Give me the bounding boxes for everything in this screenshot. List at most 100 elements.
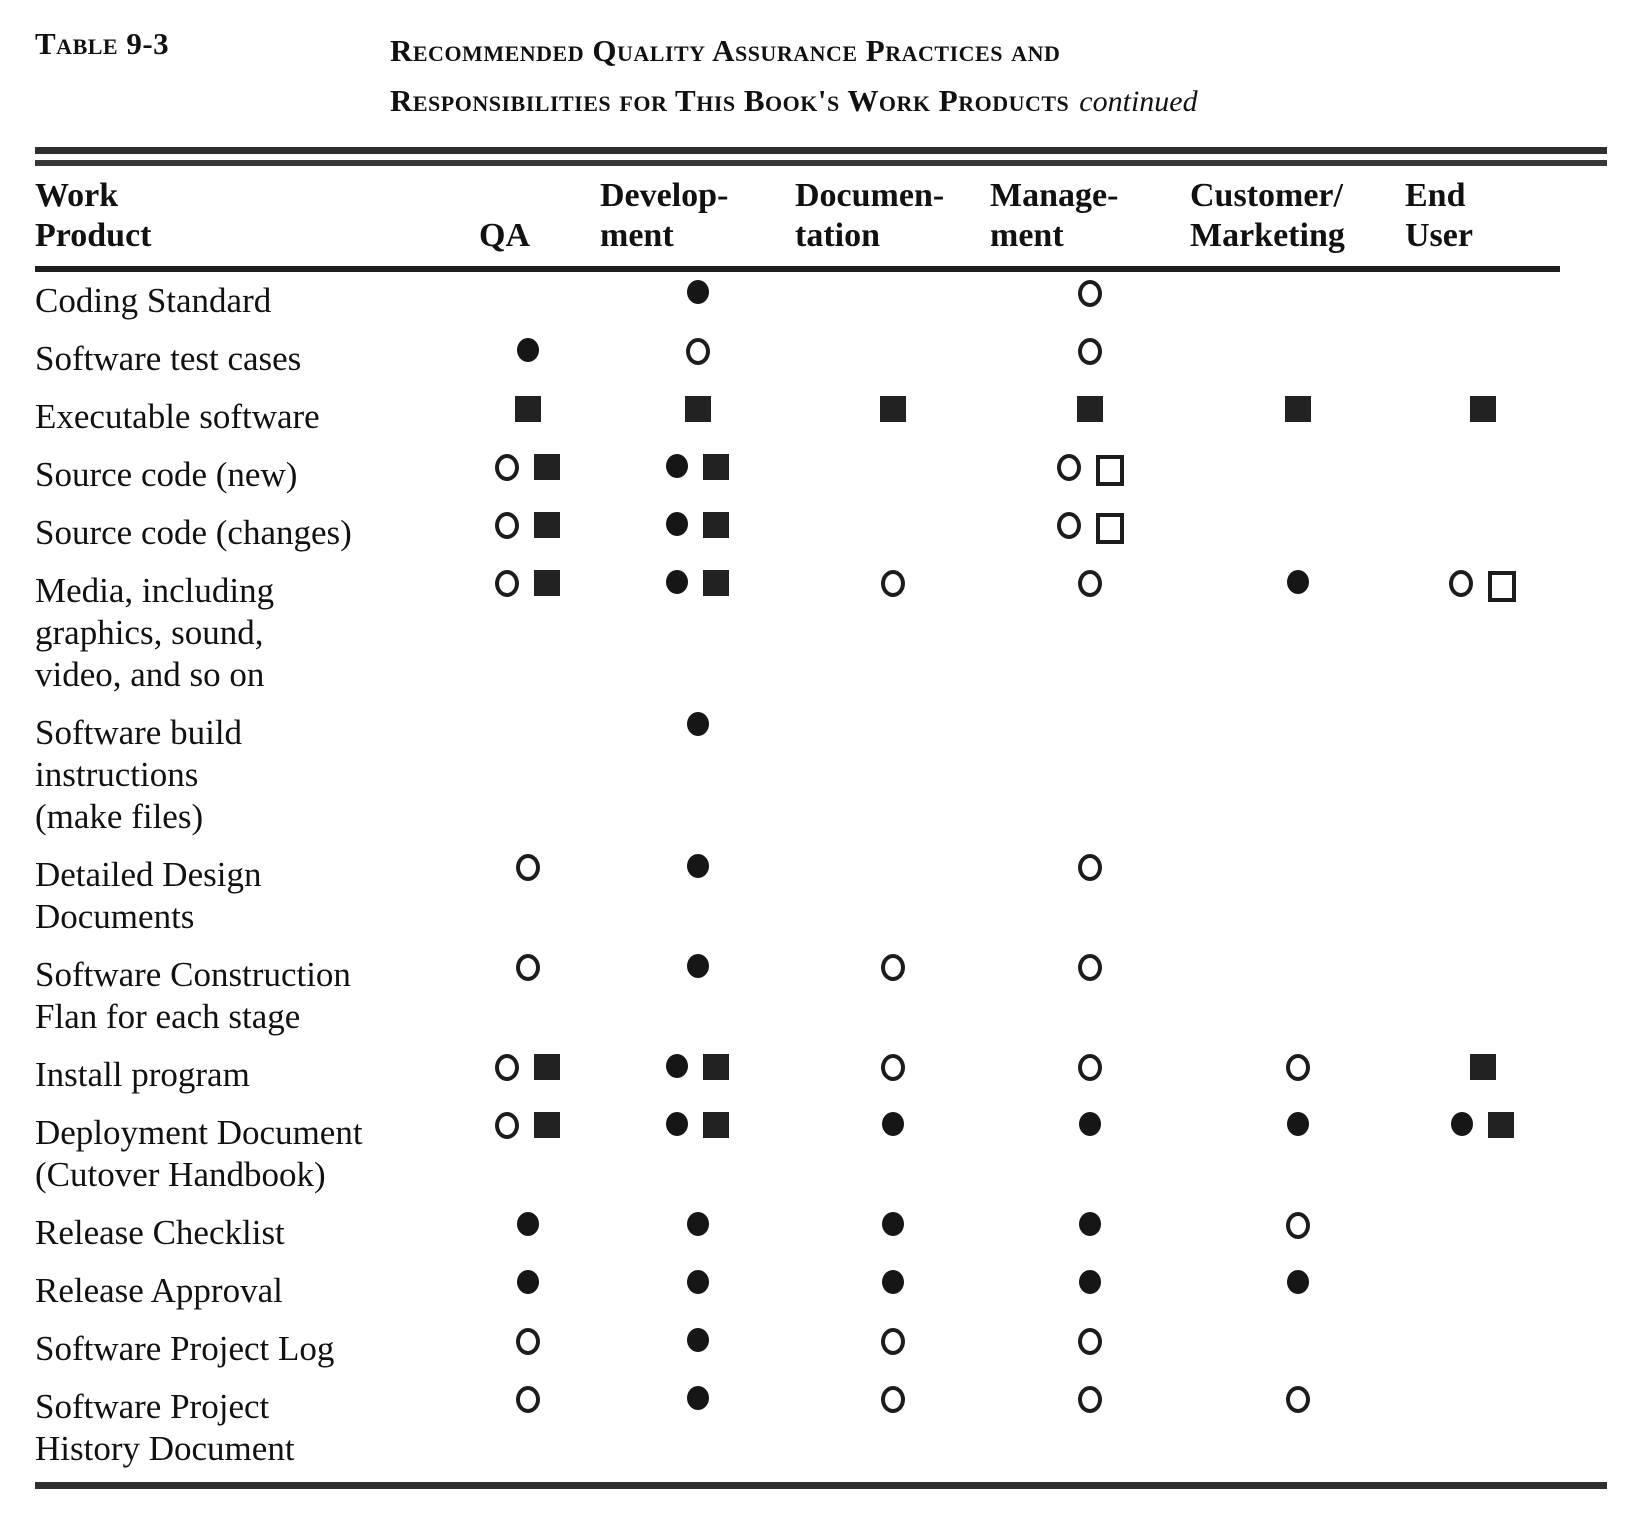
responsibility-cell-management xyxy=(990,388,1190,446)
filled-circle-symbol xyxy=(516,338,539,363)
open-square-symbol xyxy=(1095,455,1124,487)
work-product-name: Media, including graphics, sound, video,… xyxy=(35,571,275,695)
column-header-qa: QA xyxy=(455,165,600,273)
filled-circle-symbol xyxy=(881,1270,904,1295)
responsibility-cell-documentation xyxy=(795,1262,990,1320)
open-circle-symbol xyxy=(685,338,710,366)
filled-square-symbol xyxy=(534,1054,560,1081)
responsibility-cell-management xyxy=(990,946,1190,1046)
open-circle-symbol xyxy=(1285,1054,1310,1082)
responsibility-cell-documentation xyxy=(795,504,990,562)
filled-square-symbol xyxy=(1488,1112,1514,1139)
filled-circle-symbol xyxy=(1286,1270,1309,1295)
responsibility-cell-development xyxy=(600,269,795,330)
open-circle-symbol xyxy=(1285,1212,1310,1240)
responsibility-cell-management xyxy=(990,1378,1190,1478)
filled-circle-symbol xyxy=(686,280,709,305)
filled-square-symbol xyxy=(534,512,560,539)
responsibility-cell-management xyxy=(990,1320,1190,1378)
responsibility-cell-end_user xyxy=(1405,946,1560,1046)
responsibility-cell-development xyxy=(600,1378,795,1478)
responsibility-cell-qa xyxy=(455,1046,600,1104)
open-circle-symbol xyxy=(1285,1386,1310,1414)
filled-circle-symbol xyxy=(1079,1112,1101,1137)
work-product-name: Deployment Document (Cutover Handbook) xyxy=(35,1113,363,1195)
filled-circle-symbol xyxy=(666,512,688,537)
filled-square-symbol xyxy=(703,454,729,481)
responsibility-cell-end_user xyxy=(1405,1262,1560,1320)
filled-circle-symbol xyxy=(666,1054,688,1079)
responsibility-cell-documentation xyxy=(795,846,990,946)
filled-circle-symbol xyxy=(666,454,688,479)
filled-square-symbol xyxy=(534,570,560,597)
open-circle-symbol xyxy=(880,570,905,598)
responsibility-cell-qa xyxy=(455,1104,600,1204)
filled-circle-symbol xyxy=(686,854,709,879)
open-circle-symbol xyxy=(1078,280,1102,308)
open-circle-symbol xyxy=(495,1112,519,1140)
table-row: Install program xyxy=(35,1046,1560,1104)
responsibility-cell-qa xyxy=(455,446,600,504)
table-row: Media, including graphics, sound, video,… xyxy=(35,562,1560,704)
responsibility-cell-management xyxy=(990,704,1190,846)
column-header-work-product: Work Product xyxy=(35,165,455,273)
responsibility-cell-management xyxy=(990,330,1190,388)
open-circle-symbol xyxy=(495,512,519,540)
filled-square-symbol xyxy=(1077,396,1103,423)
responsibility-cell-development xyxy=(600,562,795,704)
table-row: Executable software xyxy=(35,388,1560,446)
responsibility-cell-qa xyxy=(455,388,600,446)
open-circle-symbol xyxy=(1078,954,1102,982)
responsibility-cell-customer_marketing xyxy=(1190,562,1405,704)
responsibility-cell-documentation xyxy=(795,446,990,504)
responsibility-cell-management xyxy=(990,1262,1190,1320)
table-title: Recommended Quality Assurance Practices … xyxy=(390,26,1198,127)
table-title-line1: Recommended Quality Assurance Practices … xyxy=(390,33,1061,68)
responsibility-cell-qa xyxy=(455,704,600,846)
work-product-name: Release Checklist xyxy=(35,1213,285,1253)
open-circle-symbol xyxy=(495,454,519,482)
responsibility-cell-end_user xyxy=(1405,504,1560,562)
filled-circle-symbol xyxy=(686,1328,709,1353)
table-title-block: Table 9-3 Recommended Quality Assurance … xyxy=(0,0,1642,127)
responsibility-cell-customer_marketing xyxy=(1190,269,1405,330)
filled-circle-symbol xyxy=(686,954,709,979)
responsibility-cell-qa xyxy=(455,1204,600,1262)
responsibility-cell-qa xyxy=(455,946,600,1046)
table-row: Software Construction Flan for each stag… xyxy=(35,946,1560,1046)
responsibility-cell-end_user xyxy=(1405,704,1560,846)
responsibility-cell-customer_marketing xyxy=(1190,1320,1405,1378)
responsibility-cell-customer_marketing xyxy=(1190,1104,1405,1204)
filled-square-symbol xyxy=(1284,396,1311,423)
table-title-line2: Responsibilities for This Book's Work Pr… xyxy=(390,83,1070,119)
open-circle-symbol xyxy=(1078,854,1102,882)
filled-circle-symbol xyxy=(1079,1270,1101,1295)
open-circle-symbol xyxy=(1056,454,1081,482)
work-product-name: Install program xyxy=(35,1055,250,1095)
responsibility-cell-qa xyxy=(455,1262,600,1320)
open-circle-symbol xyxy=(880,1054,905,1082)
responsibility-cell-development xyxy=(600,846,795,946)
responsibility-cell-documentation xyxy=(795,1104,990,1204)
filled-square-symbol xyxy=(703,512,729,539)
open-circle-symbol xyxy=(495,570,519,598)
filled-square-symbol xyxy=(703,1112,729,1139)
column-header-management: Manage- ment xyxy=(990,165,1190,273)
work-product-name: Detailed Design Documents xyxy=(35,855,262,937)
column-header-development: Develop- ment xyxy=(600,165,795,273)
table-row: Software Project History Document xyxy=(35,1378,1560,1478)
open-circle-symbol xyxy=(515,1386,540,1414)
table-row: Source code (new) xyxy=(35,446,1560,504)
responsibility-cell-customer_marketing xyxy=(1190,1046,1405,1104)
bottom-rule xyxy=(35,1482,1607,1490)
responsibility-cell-end_user xyxy=(1405,562,1560,704)
responsibility-cell-development xyxy=(600,946,795,1046)
table-row: Release Checklist xyxy=(35,1204,1560,1262)
responsibility-cell-end_user xyxy=(1405,330,1560,388)
work-product-name: Software test cases xyxy=(35,339,302,379)
responsibility-cell-documentation xyxy=(795,704,990,846)
table-title-continued: continued xyxy=(1079,85,1198,119)
responsibility-cell-documentation xyxy=(795,269,990,330)
filled-square-symbol xyxy=(514,396,541,423)
